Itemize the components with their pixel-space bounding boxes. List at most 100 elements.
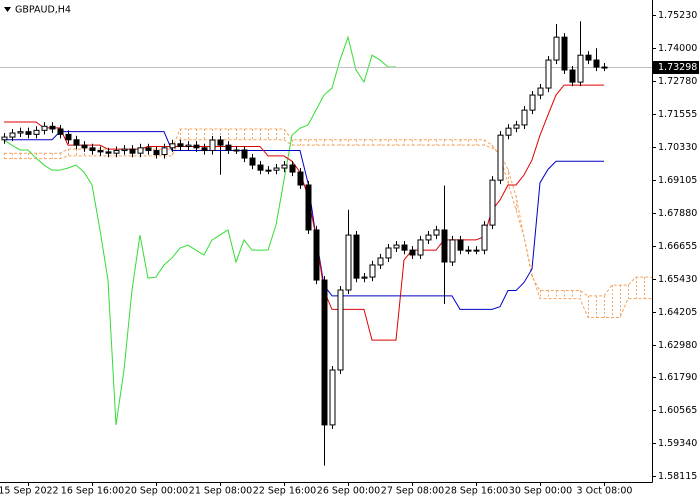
y-tick-label: 1.74000 [658,43,697,54]
y-tick-label: 1.59340 [658,438,697,449]
candle-body [105,151,112,154]
candle-body [417,239,424,256]
candle-body [377,257,384,266]
candle-body [513,124,520,129]
candle-body [217,139,224,146]
y-tick-label: 1.62980 [658,340,697,351]
current-price-box [653,61,699,74]
candle-body [545,59,552,89]
candle-body [425,234,432,241]
indicator-line [4,84,604,341]
candle-body [201,147,208,152]
candle-body [145,147,152,152]
candle-body [401,244,408,251]
candle-body [433,229,440,236]
candle-body [73,139,80,146]
candle-body [137,147,144,154]
candle-body [177,143,184,147]
candle-body [361,276,368,279]
x-tick-label: 3 Oct 08:00 [577,486,633,497]
candle-body [369,264,376,278]
y-tick-label: 1.72780 [658,76,697,87]
candle-body [249,157,256,166]
y-tick-label: 1.69105 [658,175,697,186]
candle-body [553,36,560,61]
candle-body [473,249,480,252]
candle-body [25,131,32,135]
candle-body [537,87,544,96]
candle-body [305,184,312,231]
candle-body [321,279,328,426]
y-tick-label: 1.60565 [658,405,697,416]
candle-body [497,134,504,181]
candle-body [585,54,592,61]
candle-body [561,36,568,71]
y-tick-label: 1.75230 [658,10,697,21]
plot-area [0,21,653,466]
candle-body [273,167,280,171]
candle-body [209,139,216,152]
candle-body [409,249,416,256]
current-price-label: 1.73298 [658,62,697,73]
candle-body [569,69,576,83]
candle-body [185,144,192,147]
candle-body [337,289,344,371]
candle-body [329,369,336,426]
y-tick-label: 1.71555 [658,109,697,120]
candle-body [225,144,232,151]
candle-body [449,239,456,263]
candle-body [65,133,72,141]
candle-body [529,94,536,111]
x-tick-label: 20 Sep 00:00 [125,486,188,497]
candle-body [577,54,584,83]
candle-body [345,234,352,291]
candle-body [33,129,40,135]
candle-body [129,148,136,154]
candle-body [89,147,96,152]
candle-body [153,150,160,156]
candle-body [169,143,176,149]
candle-body [385,247,392,259]
y-tick-label: 1.67880 [658,208,697,219]
candle-body [601,66,608,69]
candle-body [17,131,24,134]
candle-body [593,59,600,68]
y-tick-label: 1.58115 [658,471,697,482]
indicator-line [4,139,652,318]
x-tick-label: 16 Sep 16:00 [61,486,124,497]
indicator-line [4,131,604,310]
candle-body [521,109,528,126]
y-tick-label: 1.66655 [658,241,697,252]
candle-body [313,229,320,281]
y-tick-label: 1.64205 [658,307,697,318]
x-tick-label: 28 Sep 16:00 [445,486,508,497]
x-tick-label: 30 Sep 00:00 [509,486,572,497]
x-tick-label: 15 Sep 2022 [0,486,59,497]
candle-body [41,125,48,131]
x-tick-label: 21 Sep 08:00 [189,486,252,497]
candle-body [81,144,88,149]
candle-body [265,169,272,172]
candle-body [49,125,56,130]
candle-body [161,147,168,156]
candle-body [297,171,304,186]
candle-body [457,239,464,251]
candle-body [113,150,120,154]
candle-body [489,179,496,226]
candle-body [289,164,296,173]
candle-body [121,148,128,152]
candle-body [97,150,104,153]
candle-body [1,136,8,141]
symbol-menu-icon[interactable] [4,7,11,12]
y-tick-label: 1.65430 [658,274,697,285]
x-tick-label: 26 Sep 00:00 [317,486,380,497]
candle-body [9,132,16,138]
x-tick-label: 27 Sep 08:00 [381,486,444,497]
candle-body [393,244,400,249]
indicator-line [3,35,396,425]
candle-body [233,149,240,152]
chart-title: GBPAUD,H4 [15,5,71,16]
candle-body [353,234,360,279]
candle-body [465,249,472,252]
